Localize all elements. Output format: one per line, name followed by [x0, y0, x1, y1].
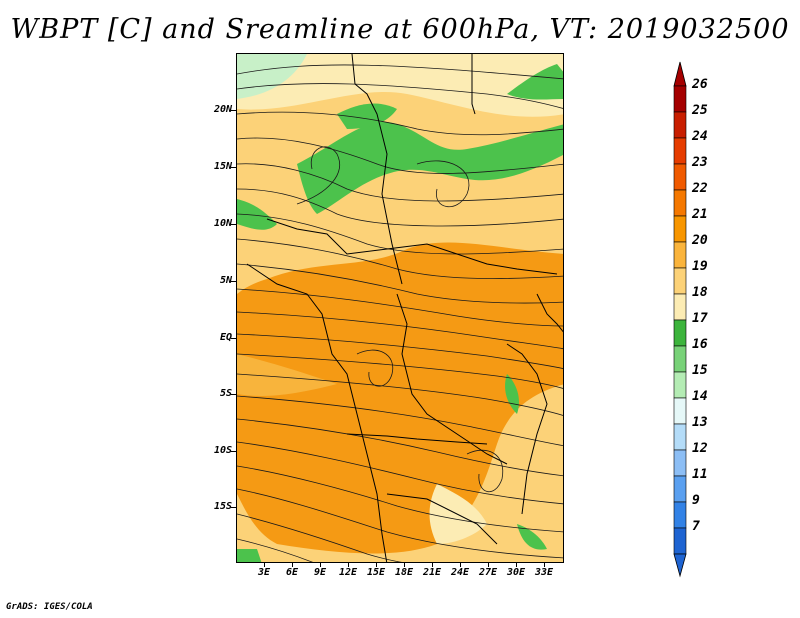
colorbar-segment	[673, 241, 687, 269]
colorbar-segment	[673, 475, 687, 503]
map-panel	[236, 53, 564, 563]
wbpt-green-patch-west	[237, 199, 277, 230]
lon-label-3e: 3E	[258, 567, 271, 578]
grads-credit: GrADS: IGES/COLA	[6, 602, 93, 612]
colorbar-segment	[673, 137, 687, 165]
lat-label-10s: 10S	[213, 445, 232, 456]
wbpt-green-patch-se	[517, 524, 547, 550]
lon-tick-12e	[348, 563, 349, 567]
lon-tick-15e	[376, 563, 377, 567]
colorbar-segment	[673, 449, 687, 477]
colorbar-segment	[673, 527, 687, 555]
lat-tick-eq	[231, 338, 236, 339]
lon-label-12e: 12E	[339, 567, 358, 578]
lon-label-6e: 6E	[286, 567, 299, 578]
wbpt-pale-patch-south	[429, 484, 487, 544]
wbpt-pale-green-region	[237, 54, 307, 99]
country-borders	[246, 54, 563, 562]
lon-tick-9e	[320, 563, 321, 567]
colorbar-label: 7	[692, 519, 700, 534]
colorbar	[673, 61, 687, 578]
lat-tick-5n	[231, 281, 236, 282]
colorbar-label: 20	[692, 233, 708, 248]
wbpt-green-patch	[337, 103, 397, 129]
streamlines	[237, 64, 563, 562]
lat-tick-5s	[231, 394, 236, 395]
colorbar-label: 24	[692, 129, 708, 144]
colorbar-label: 25	[692, 103, 708, 118]
colorbar-bottom-arrow	[673, 553, 687, 578]
lat-tick-10s	[231, 451, 236, 452]
colorbar-segment	[673, 423, 687, 451]
lon-tick-18e	[404, 563, 405, 567]
colorbar-label: 16	[692, 337, 708, 352]
wbpt-green-patch-sw	[237, 549, 262, 562]
colorbar-label: 23	[692, 155, 708, 170]
wbpt-orange-region	[237, 242, 563, 554]
lon-label-30e: 30E	[507, 567, 526, 578]
lon-label-15e: 15E	[367, 567, 386, 578]
lon-tick-3e	[264, 563, 265, 567]
colorbar-label: 22	[692, 181, 708, 196]
wbpt-green-patch-ne	[507, 64, 563, 100]
lon-label-21e: 21E	[423, 567, 442, 578]
lon-label-24e: 24E	[451, 567, 470, 578]
colorbar-segment	[673, 215, 687, 243]
map-field	[237, 54, 563, 562]
lon-tick-33e	[544, 563, 545, 567]
colorbar-segment	[673, 345, 687, 373]
lon-tick-30e	[516, 563, 517, 567]
lon-label-27e: 27E	[479, 567, 498, 578]
lon-tick-27e	[488, 563, 489, 567]
colorbar-segment	[673, 293, 687, 321]
colorbar-segment	[673, 189, 687, 217]
colorbar-top-arrow	[673, 61, 687, 87]
lat-label-15s: 15S	[213, 501, 232, 512]
lat-tick-10n	[231, 224, 236, 225]
colorbar-label: 15	[692, 363, 708, 378]
lat-label-20n: 20N	[213, 104, 232, 115]
colorbar-segment	[673, 85, 687, 113]
lat-label-eq: EQ	[219, 332, 232, 343]
colorbar-label: 21	[692, 207, 708, 222]
lat-tick-15n	[231, 167, 236, 168]
wbpt-light-orange-region	[237, 354, 337, 396]
lat-label-10n: 10N	[213, 218, 232, 229]
colorbar-label: 26	[692, 77, 708, 92]
colorbar-segment	[673, 319, 687, 347]
colorbar-label: 9	[692, 493, 700, 508]
colorbar-label: 19	[692, 259, 708, 274]
lat-label-5s: 5S	[219, 388, 232, 399]
colorbar-label: 11	[692, 467, 708, 482]
colorbar-label: 14	[692, 389, 708, 404]
plot-title: WBPT [C] and Sreamline at 600hPa, VT: 20…	[10, 14, 790, 45]
colorbar-label: 17	[692, 311, 708, 326]
lat-label-5n: 5N	[219, 275, 232, 286]
colorbar-segment	[673, 163, 687, 191]
lat-tick-15s	[231, 507, 236, 508]
colorbar-segment	[673, 371, 687, 399]
lat-label-15n: 15N	[213, 161, 232, 172]
wbpt-green-band	[297, 122, 563, 214]
colorbar-segment	[673, 501, 687, 529]
lon-tick-24e	[460, 563, 461, 567]
lat-tick-20n	[231, 110, 236, 111]
colorbar-segment	[673, 397, 687, 425]
colorbar-segment	[673, 111, 687, 139]
lon-label-33e: 33E	[535, 567, 554, 578]
colorbar-label: 18	[692, 285, 708, 300]
lon-tick-21e	[432, 563, 433, 567]
wbpt-pale-region	[237, 54, 563, 117]
lon-tick-6e	[292, 563, 293, 567]
colorbar-label: 13	[692, 415, 708, 430]
colorbar-segment	[673, 267, 687, 295]
lon-label-18e: 18E	[395, 567, 414, 578]
colorbar-label: 12	[692, 441, 708, 456]
lon-label-9e: 9E	[314, 567, 327, 578]
